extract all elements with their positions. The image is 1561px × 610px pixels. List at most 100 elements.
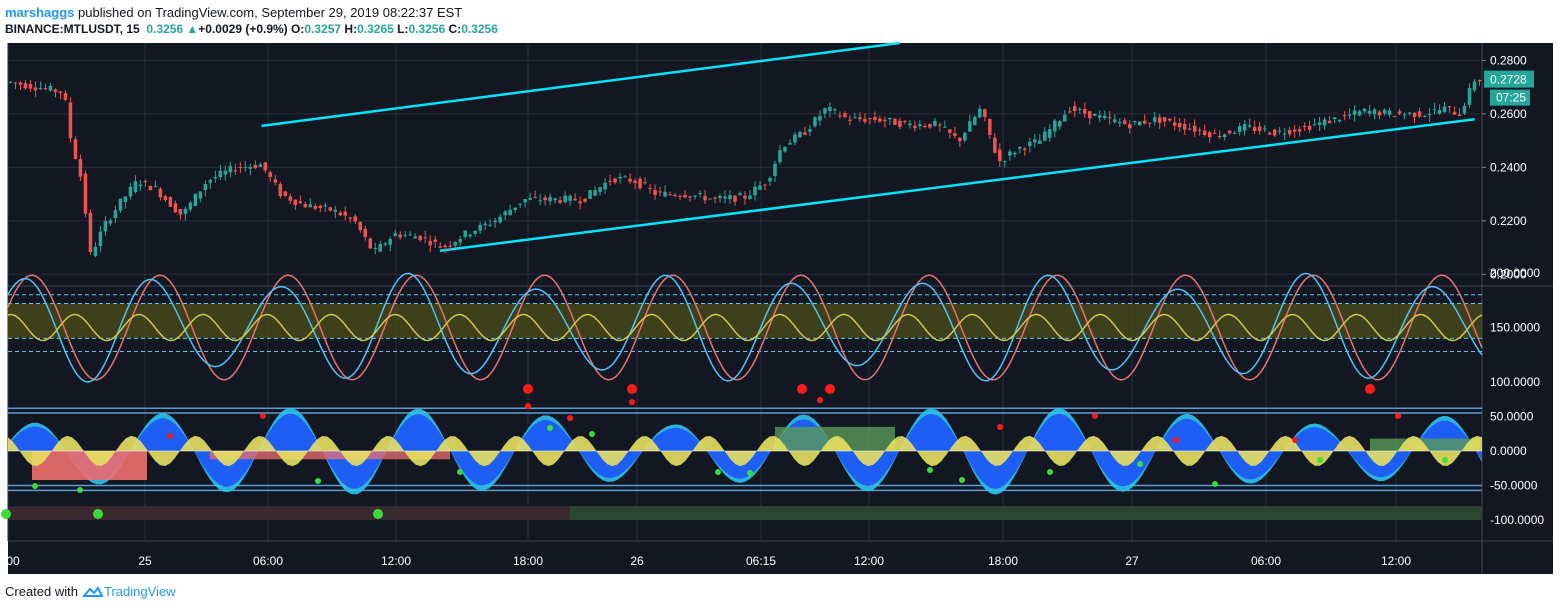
candle-body: [463, 230, 467, 237]
osc-small-green: [589, 431, 595, 437]
candle-body: [698, 192, 702, 194]
candle-body: [1312, 124, 1317, 126]
candle-body: [553, 198, 557, 201]
candle-body: [248, 166, 253, 169]
candle-body: [308, 204, 313, 208]
candle-body: [713, 197, 717, 199]
candle-body: [813, 117, 817, 127]
candle-body: [1272, 129, 1277, 136]
candle-body: [1038, 140, 1042, 144]
candle-body: [943, 126, 947, 128]
candle-body: [1063, 114, 1067, 122]
candle-body: [113, 210, 118, 219]
candle-body: [903, 120, 907, 123]
candle-body: [103, 220, 108, 232]
candle-body: [1103, 115, 1107, 119]
candle-body: [473, 230, 477, 234]
candle-body: [1317, 122, 1322, 125]
candle-body: [818, 115, 822, 121]
candle-body: [1447, 106, 1452, 108]
price-tick-label: 0.2200: [1490, 214, 1527, 228]
author-name[interactable]: marshaggs: [5, 5, 75, 20]
candle-body: [13, 82, 18, 84]
candle-body: [1412, 112, 1417, 118]
candle-body: [603, 182, 607, 190]
candle-body: [623, 176, 627, 178]
candle-body: [188, 202, 193, 210]
candle-body: [1422, 115, 1427, 117]
candle-body: [423, 237, 427, 239]
tradingview-logo[interactable]: TradingView: [81, 584, 176, 599]
candle-body: [578, 201, 582, 204]
candle-body: [1252, 127, 1257, 131]
candle-body: [1028, 141, 1032, 147]
candle-body: [218, 170, 223, 178]
osc-small-red: [817, 397, 823, 403]
time-tick-label: 18:00: [988, 554, 1018, 568]
candle-body: [283, 191, 288, 196]
candle-body: [1078, 108, 1082, 110]
time-tick-label: 25: [138, 554, 152, 568]
candle-body: [193, 193, 198, 207]
candle-body: [633, 180, 637, 184]
time-tick-label: 12:00: [854, 554, 884, 568]
trendlines[interactable]: [261, 41, 1475, 253]
candle-body: [1417, 111, 1422, 117]
candle-body: [1008, 151, 1012, 156]
candle-body: [338, 212, 343, 216]
candle-body: [723, 196, 727, 199]
candle-body: [843, 113, 847, 118]
candle-body: [673, 194, 677, 197]
candle-body: [373, 247, 377, 249]
chart-area[interactable]: 3:00 25 06:00 12:00 18:00 26 06:15 12:00 18:00 27…: [0, 41, 1561, 576]
candle-body: [823, 108, 827, 114]
open-label: O:: [291, 22, 305, 36]
osc-small-red: [1092, 413, 1098, 419]
candle-body: [1462, 105, 1467, 114]
candle-body: [598, 187, 602, 192]
candle-body: [973, 116, 977, 125]
candle-body: [303, 204, 308, 208]
candle-body: [958, 137, 962, 142]
high-value: 0.3265: [357, 22, 394, 36]
candle-body: [1282, 133, 1287, 135]
candle-body: [273, 179, 278, 183]
candle-body: [378, 243, 382, 252]
footer: Created with TradingView: [5, 584, 176, 599]
candle-body: [388, 238, 392, 245]
candle-body: [558, 200, 562, 203]
candle-body: [73, 139, 78, 159]
candle-body: [1222, 134, 1227, 138]
candle-body: [93, 246, 98, 257]
candle-body: [1352, 110, 1357, 115]
candle-body: [858, 117, 862, 120]
candle-body: [1172, 122, 1177, 126]
candle-body: [1432, 109, 1437, 111]
candle-body: [1003, 161, 1007, 163]
candle-body: [33, 87, 38, 91]
candle-body: [393, 233, 397, 237]
close-value: 0.3256: [461, 22, 498, 36]
candle-body: [1093, 113, 1097, 116]
osc-red-dot: [523, 384, 533, 394]
timer-badge: [1490, 89, 1530, 106]
candle-body: [128, 186, 133, 197]
stoch-signal-line: [7, 313, 1483, 342]
candle-body: [448, 245, 452, 247]
candle-body: [948, 129, 952, 133]
candle-body: [8, 81, 13, 83]
symbol-name[interactable]: BINANCE:MTLUSDT, 15: [5, 22, 140, 36]
candle-body: [428, 240, 432, 246]
candle-body: [243, 166, 248, 168]
candle-body: [563, 195, 567, 203]
stoch-band: [8, 303, 1482, 339]
candle-body: [1387, 110, 1392, 115]
candle-body: [1307, 125, 1312, 130]
candle-body: [1397, 111, 1402, 114]
publish-info: marshaggs published on TradingView.com, …: [5, 5, 462, 20]
price-tick-label: 0.2000: [1490, 267, 1527, 281]
candle-body: [398, 234, 402, 238]
candle-body: [1018, 146, 1022, 149]
price-tick-label: 0.2800: [1490, 53, 1527, 67]
stoch-indicator: [7, 272, 1483, 383]
